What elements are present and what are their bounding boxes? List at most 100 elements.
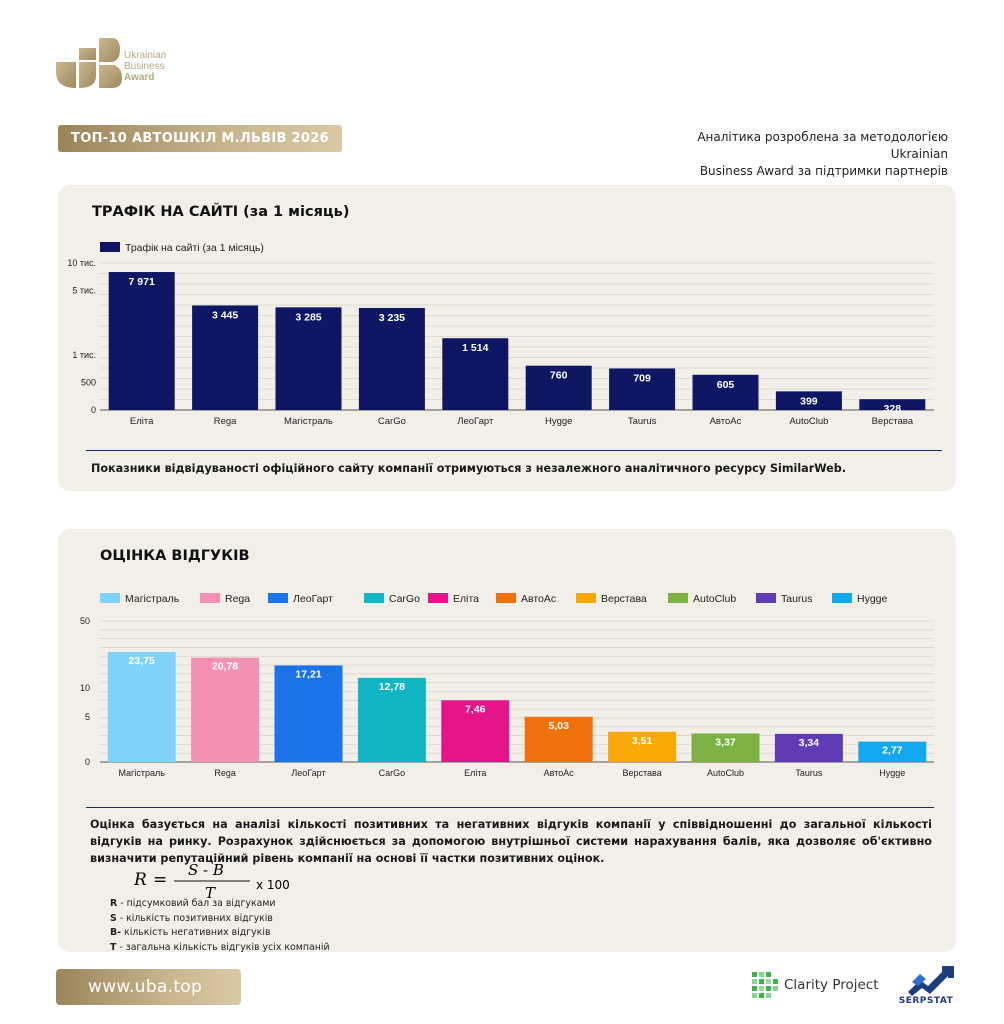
legend-swatch (364, 593, 384, 603)
traffic-chart: 10 тис. 5 тис. 1 тис. 500 0 Трафік на сайті (… (67, 242, 934, 427)
y-tick-label: 5 тис. (72, 286, 96, 296)
reviews-heading: ОЦІНКА ВІДГУКІВ (100, 548, 250, 564)
x-tick-label: ЛеоГарт (291, 768, 325, 778)
serpstat-logo: SERPSTAT (898, 966, 954, 1014)
bar-value-label: 17,21 (295, 668, 321, 680)
logo-line-2: Business (124, 61, 165, 72)
bar (525, 365, 592, 410)
bar (775, 391, 842, 410)
y-tick-label: 0 (91, 405, 96, 415)
clarity-name: Clarity Project (784, 977, 879, 993)
formula-eq: = (153, 870, 167, 890)
legend-label: АвтоАс (521, 593, 556, 605)
bar-value-label: 605 (717, 379, 735, 391)
serpstat-name: SERPSTAT (898, 996, 954, 1006)
bar (358, 307, 425, 410)
formula-legend-s: S - кількість позитивних відгуків (110, 912, 273, 924)
x-tick-label: Rega (214, 768, 236, 778)
x-tick-label: Rega (214, 416, 237, 427)
formula-multiplier: x 100 (256, 878, 290, 892)
legend-label: AutoClub (693, 593, 736, 605)
bar-value-label: 2,77 (882, 745, 903, 757)
formula-lhs: R (134, 870, 147, 890)
bar (859, 399, 926, 410)
traffic-panel: ТРАФІК НА САЙТІ (за 1 місяць) 10 тис. 5 т… (58, 185, 956, 491)
bar (691, 733, 760, 762)
legend-label: Магістраль (125, 593, 180, 605)
bar-value-label: 709 (633, 372, 651, 384)
uba-logo-text: Ukrainian Business Award (124, 50, 166, 83)
legend-swatch (268, 593, 288, 603)
x-tick-label: CarGo (379, 768, 406, 778)
methodology-line-1: Аналітика розроблена за методологією Ukr… (697, 130, 948, 161)
y-tick-label: 10 тис. (67, 258, 96, 268)
bar-value-label: 5,03 (548, 720, 569, 732)
reviews-panel: ОЦІНКА ВІДГУКІВ 50 10 5 0 Магістраль Rega ЛеоГ… (58, 529, 956, 953)
x-tick-label: Магістраль (284, 416, 333, 427)
formula-denominator: T (205, 884, 216, 902)
legend-swatch (100, 242, 120, 252)
bar-value-label: 760 (550, 370, 568, 382)
x-tick-label: Верстава (872, 416, 914, 427)
legend-swatch (428, 593, 448, 603)
traffic-divider (86, 450, 942, 451)
formula-legend-t: T - загальна кількість відгуків усіх ком… (110, 941, 330, 953)
clarity-project-logo: Clarity Project (752, 972, 892, 1000)
reviews-description: Оцінка базується на аналізі кількості по… (90, 818, 932, 865)
x-tick-label: Hygge (545, 416, 572, 427)
bar (357, 677, 426, 762)
website-link[interactable]: www.uba.top (56, 969, 241, 1005)
x-tick-label: CarGo (378, 416, 406, 427)
legend-label: Rega (225, 593, 250, 605)
bar (274, 665, 343, 762)
bar-value-label: 20,78 (212, 661, 238, 673)
methodology-line-2: Business Award за підтримки партнерів (699, 164, 948, 178)
x-tick-label: ЛеоГарт (457, 416, 494, 427)
x-tick-label: Hygge (879, 768, 905, 778)
y-tick-label: 10 (80, 683, 90, 693)
legend-swatch (832, 593, 852, 603)
bar-value-label: 3 235 (379, 312, 405, 324)
x-tick-label: AutoClub (789, 416, 828, 427)
bar (524, 716, 593, 762)
bar-value-label: 23,75 (129, 655, 155, 667)
bar-value-label: 1 514 (462, 342, 488, 354)
methodology-note: Аналітика розроблена за методологією Ukr… (638, 129, 948, 180)
x-tick-label: АвтоАс (544, 768, 575, 778)
bar (192, 305, 259, 410)
legend-swatch (576, 593, 596, 603)
x-tick-label: АвтоАс (710, 416, 742, 427)
logo-line-3: Award (124, 72, 155, 83)
bar-value-label: 3,37 (715, 736, 736, 748)
logo-line-1: Ukrainian (124, 50, 167, 61)
y-tick-label: 50 (80, 616, 90, 626)
y-tick-label: 1 тис. (72, 350, 96, 360)
x-tick-label: Еліта (464, 768, 486, 778)
serpstat-icon (908, 966, 954, 996)
bar (692, 374, 759, 410)
legend-label: Трафік на сайті (за 1 місяць) (125, 242, 264, 254)
bar (275, 307, 342, 410)
bar-value-label: 399 (800, 395, 818, 407)
legend-swatch (496, 593, 516, 603)
formula-numerator: S - B (188, 863, 224, 879)
legend-label: Taurus (781, 593, 813, 605)
bar (441, 700, 510, 762)
bar (442, 338, 509, 410)
reviews-divider (86, 807, 934, 808)
formula-legend-b: B- кількість негативних відгуків (110, 927, 271, 938)
x-tick-label: Еліта (130, 416, 154, 427)
legend-label: CarGo (389, 593, 420, 605)
bar (191, 657, 260, 762)
x-tick-label: Магістраль (118, 768, 165, 778)
bar-value-label: 3 445 (212, 309, 238, 321)
bar-value-label: 3,34 (799, 737, 820, 749)
traffic-heading: ТРАФІК НА САЙТІ (за 1 місяць) (92, 204, 350, 220)
bar-value-label: 3 285 (295, 311, 321, 323)
y-tick-label: 5 (85, 712, 90, 722)
bar (608, 731, 677, 762)
bar (858, 741, 927, 762)
bar (774, 733, 843, 762)
report-title: ТОП-10 АВТОШКІЛ М.ЛЬВІВ 2026 (58, 125, 342, 152)
bar-value-label: 7 971 (129, 276, 155, 288)
